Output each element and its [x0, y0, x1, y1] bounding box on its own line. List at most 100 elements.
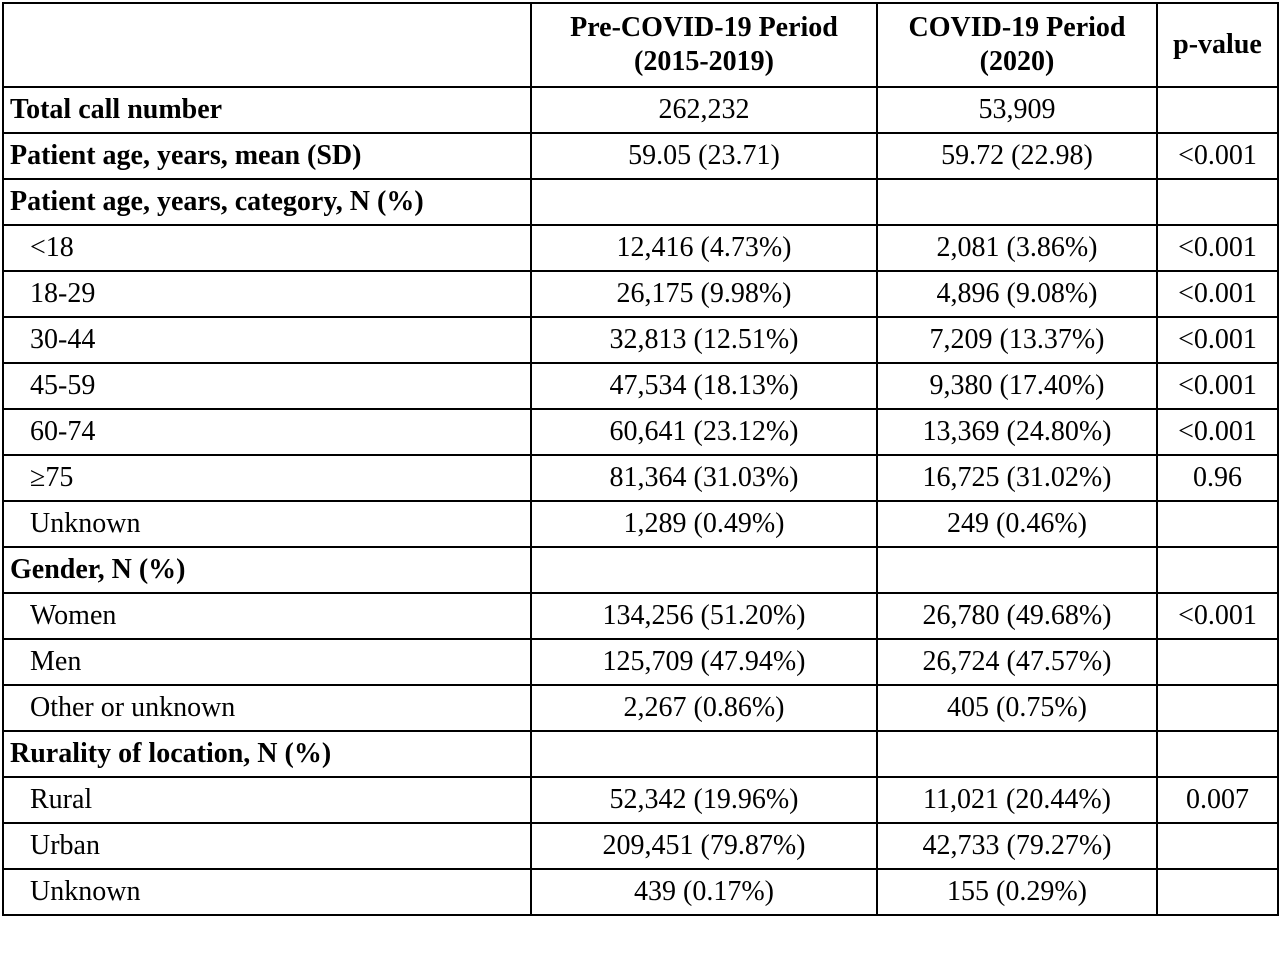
pre-covid-cell: 47,534 (18.13%): [530, 362, 878, 410]
covid-cell: 13,369 (24.80%): [876, 408, 1158, 456]
covid-cell: [876, 178, 1158, 226]
row-label: Unknown: [2, 500, 532, 548]
table-row: Urban 209,451 (79.87%) 42,733 (79.27%): [2, 822, 1279, 870]
covid-cell: 405 (0.75%): [876, 684, 1158, 732]
pre-covid-cell: [530, 178, 878, 226]
p-value-cell: <0.001: [1156, 362, 1279, 410]
row-label: Women: [2, 592, 532, 640]
p-value-cell: <0.001: [1156, 224, 1279, 272]
pre-covid-cell: 81,364 (31.03%): [530, 454, 878, 502]
p-value-cell: <0.001: [1156, 408, 1279, 456]
row-label: Rural: [2, 776, 532, 824]
pre-covid-cell: 26,175 (9.98%): [530, 270, 878, 318]
pre-covid-cell: 1,289 (0.49%): [530, 500, 878, 548]
table-row: 45-59 47,534 (18.13%) 9,380 (17.40%) <0.…: [2, 362, 1279, 410]
pre-covid-cell: 262,232: [530, 86, 878, 134]
row-label: 60-74: [2, 408, 532, 456]
p-value-cell: [1156, 684, 1279, 732]
pre-covid-cell: 439 (0.17%): [530, 868, 878, 916]
p-value-cell: [1156, 546, 1279, 594]
row-label: 30-44: [2, 316, 532, 364]
table-row: Women 134,256 (51.20%) 26,780 (49.68%) <…: [2, 592, 1279, 640]
pre-covid-cell: [530, 546, 878, 594]
covid-cell: 4,896 (9.08%): [876, 270, 1158, 318]
p-value-cell: [1156, 822, 1279, 870]
header-pre-covid-line1: Pre-COVID-19 Period: [570, 12, 838, 43]
covid-cell: 2,081 (3.86%): [876, 224, 1158, 272]
covid-cell: [876, 546, 1158, 594]
covid-cell: 26,724 (47.57%): [876, 638, 1158, 686]
section-row: Rurality of location, N (%): [2, 730, 1279, 778]
covid-cell: 16,725 (31.02%): [876, 454, 1158, 502]
p-value-cell: <0.001: [1156, 316, 1279, 364]
header-pre-covid: Pre-COVID-19 Period (2015-2019): [530, 2, 878, 88]
row-label: Unknown: [2, 868, 532, 916]
p-value-cell: 0.007: [1156, 776, 1279, 824]
p-value-cell: <0.001: [1156, 132, 1279, 180]
table-row: 30-44 32,813 (12.51%) 7,209 (13.37%) <0.…: [2, 316, 1279, 364]
header-pre-covid-line2: (2015-2019): [634, 46, 774, 77]
p-value-cell: <0.001: [1156, 592, 1279, 640]
row-label: Other or unknown: [2, 684, 532, 732]
section-row: Gender, N (%): [2, 546, 1279, 594]
pre-covid-cell: 209,451 (79.87%): [530, 822, 878, 870]
table-row: ≥75 81,364 (31.03%) 16,725 (31.02%) 0.96: [2, 454, 1279, 502]
p-value-cell: [1156, 500, 1279, 548]
header-row: Pre-COVID-19 Period (2015-2019) COVID-19…: [2, 2, 1279, 88]
covid-cell: 53,909: [876, 86, 1158, 134]
header-p-value: p-value: [1156, 2, 1279, 88]
p-value-cell: [1156, 86, 1279, 134]
header-covid-line2: (2020): [979, 46, 1055, 77]
covid-cell: 249 (0.46%): [876, 500, 1158, 548]
section-label: Patient age, years, category, N (%): [2, 178, 532, 226]
row-label: ≥75: [2, 454, 532, 502]
row-label: Total call number: [2, 86, 532, 134]
section-label: Rurality of location, N (%): [2, 730, 532, 778]
table-row: 18-29 26,175 (9.98%) 4,896 (9.08%) <0.00…: [2, 270, 1279, 318]
p-value-cell: [1156, 178, 1279, 226]
table-row: Other or unknown 2,267 (0.86%) 405 (0.75…: [2, 684, 1279, 732]
table-row: <18 12,416 (4.73%) 2,081 (3.86%) <0.001: [2, 224, 1279, 272]
row-label: Patient age, years, mean (SD): [2, 132, 532, 180]
p-value-cell: <0.001: [1156, 270, 1279, 318]
covid-cell: 59.72 (22.98): [876, 132, 1158, 180]
section-row: Patient age, years, category, N (%): [2, 178, 1279, 226]
pre-covid-cell: 32,813 (12.51%): [530, 316, 878, 364]
row-label: 45-59: [2, 362, 532, 410]
p-value-cell: [1156, 868, 1279, 916]
pre-covid-cell: 12,416 (4.73%): [530, 224, 878, 272]
pre-covid-cell: 52,342 (19.96%): [530, 776, 878, 824]
pre-covid-cell: 59.05 (23.71): [530, 132, 878, 180]
pre-covid-cell: 134,256 (51.20%): [530, 592, 878, 640]
table-row: Unknown 1,289 (0.49%) 249 (0.46%): [2, 500, 1279, 548]
p-value-cell: 0.96: [1156, 454, 1279, 502]
header-covid: COVID-19 Period (2020): [876, 2, 1158, 88]
p-value-cell: [1156, 638, 1279, 686]
header-covid-line1: COVID-19 Period: [908, 12, 1126, 43]
table-row: Men 125,709 (47.94%) 26,724 (47.57%): [2, 638, 1279, 686]
section-label: Gender, N (%): [2, 546, 532, 594]
covid-cell: 9,380 (17.40%): [876, 362, 1158, 410]
table-row: Unknown 439 (0.17%) 155 (0.29%): [2, 868, 1279, 916]
row-label: 18-29: [2, 270, 532, 318]
covid-cell: 155 (0.29%): [876, 868, 1158, 916]
covid-cell: 26,780 (49.68%): [876, 592, 1158, 640]
pre-covid-cell: 2,267 (0.86%): [530, 684, 878, 732]
covid-cell: 42,733 (79.27%): [876, 822, 1158, 870]
table-row: Patient age, years, mean (SD) 59.05 (23.…: [2, 132, 1279, 180]
row-label: Urban: [2, 822, 532, 870]
row-label: <18: [2, 224, 532, 272]
covid-cell: 7,209 (13.37%): [876, 316, 1158, 364]
covid-cell: [876, 730, 1158, 778]
covid-cell: 11,021 (20.44%): [876, 776, 1158, 824]
comparison-table: Pre-COVID-19 Period (2015-2019) COVID-19…: [2, 2, 1279, 916]
table-row: Rural 52,342 (19.96%) 11,021 (20.44%) 0.…: [2, 776, 1279, 824]
header-label: [2, 2, 532, 88]
pre-covid-cell: [530, 730, 878, 778]
pre-covid-cell: 125,709 (47.94%): [530, 638, 878, 686]
p-value-cell: [1156, 730, 1279, 778]
pre-covid-cell: 60,641 (23.12%): [530, 408, 878, 456]
row-label: Men: [2, 638, 532, 686]
table-row: Total call number 262,232 53,909: [2, 86, 1279, 134]
table-row: 60-74 60,641 (23.12%) 13,369 (24.80%) <0…: [2, 408, 1279, 456]
